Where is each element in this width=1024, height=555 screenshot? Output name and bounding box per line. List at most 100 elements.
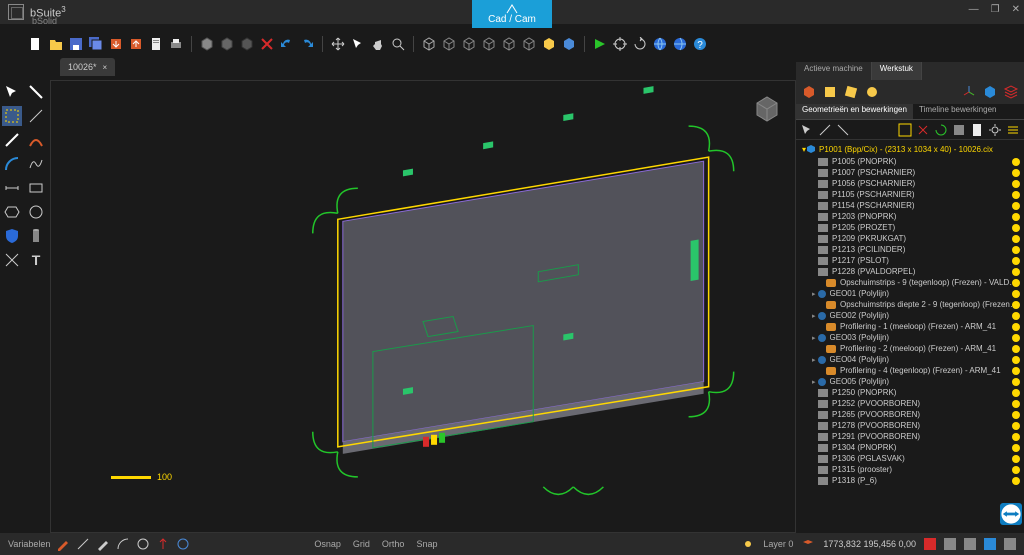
- text-tool-icon[interactable]: T: [26, 250, 46, 270]
- edge-tool-icon[interactable]: [26, 82, 46, 102]
- panel-tool2-icon[interactable]: [842, 83, 860, 101]
- sb-sq5-icon[interactable]: [1004, 538, 1016, 550]
- sb-up-icon[interactable]: [156, 537, 170, 551]
- visibility-bulb-icon[interactable]: [1012, 235, 1020, 243]
- panel-cube-icon[interactable]: [800, 83, 818, 101]
- sb-pen-icon[interactable]: [96, 537, 110, 551]
- view-cube-icon[interactable]: [751, 93, 783, 125]
- panel-axes-icon[interactable]: [960, 83, 978, 101]
- tab-close-icon[interactable]: ×: [103, 63, 108, 72]
- wireframe6-icon[interactable]: [521, 36, 537, 52]
- visibility-bulb-icon[interactable]: [1012, 257, 1020, 265]
- tree-item[interactable]: P1154 (PSCHARNIER): [798, 200, 1022, 211]
- visibility-bulb-icon[interactable]: [1012, 202, 1020, 210]
- op-menu-icon[interactable]: [1006, 123, 1020, 137]
- visibility-bulb-icon[interactable]: [1012, 213, 1020, 221]
- curve-tool-icon[interactable]: [26, 130, 46, 150]
- measure-tool-icon[interactable]: [2, 178, 22, 198]
- sb-circle-icon[interactable]: [136, 537, 150, 551]
- op-gear-icon[interactable]: [988, 123, 1002, 137]
- tree-item[interactable]: P1205 (PROZET): [798, 222, 1022, 233]
- layer-label[interactable]: Layer 0: [763, 539, 793, 549]
- tree-item[interactable]: P1304 (PNOPRK): [798, 442, 1022, 453]
- undo-icon[interactable]: [279, 36, 295, 52]
- document-icon[interactable]: [148, 36, 164, 52]
- select-icon[interactable]: [350, 36, 366, 52]
- minimize-button[interactable]: —: [969, 4, 979, 15]
- tree-item[interactable]: P1203 (PNOPRK): [798, 211, 1022, 222]
- tree-item[interactable]: P1209 (PKRUKGAT): [798, 233, 1022, 244]
- tree-item[interactable]: Opschuimstrips - 9 (tegenloop) (Frezen) …: [798, 277, 1022, 288]
- tree-item[interactable]: Profilering - 2 (meeloop) (Frezen) - ARM…: [798, 343, 1022, 354]
- print-icon[interactable]: [168, 36, 184, 52]
- visibility-bulb-icon[interactable]: [1012, 466, 1020, 474]
- sb-pencil-icon[interactable]: [56, 537, 70, 551]
- op-box-icon[interactable]: [952, 123, 966, 137]
- wireframe2-icon[interactable]: [441, 36, 457, 52]
- op-check-icon[interactable]: [898, 123, 912, 137]
- delete-icon[interactable]: [259, 36, 275, 52]
- tree-item[interactable]: GEO02 (Polylijn): [798, 310, 1022, 321]
- visibility-bulb-icon[interactable]: [1012, 411, 1020, 419]
- sb-layers-icon[interactable]: [801, 537, 815, 551]
- tree-root-node[interactable]: P1001 (Bpp/Cix) - (2313 x 1034 x 40) - 1…: [798, 142, 1022, 156]
- visibility-bulb-icon[interactable]: [1012, 290, 1020, 298]
- maximize-button[interactable]: ❐: [991, 4, 1000, 15]
- visibility-bulb-icon[interactable]: [1012, 312, 1020, 320]
- osnap-toggle[interactable]: Osnap: [310, 539, 345, 549]
- tree-item[interactable]: P1228 (PVALDORPEL): [798, 266, 1022, 277]
- visibility-bulb-icon[interactable]: [1012, 400, 1020, 408]
- selection-tool-icon[interactable]: [2, 106, 22, 126]
- tree-item[interactable]: P1252 (PVOORBOREN): [798, 398, 1022, 409]
- shield-tool-icon[interactable]: [2, 226, 22, 246]
- visibility-bulb-icon[interactable]: [1012, 367, 1020, 375]
- tree-item[interactable]: P1005 (PNOPRK): [798, 156, 1022, 167]
- spline-tool-icon[interactable]: [26, 154, 46, 174]
- tree-item[interactable]: P1007 (PSCHARNIER): [798, 167, 1022, 178]
- document-tab[interactable]: 10026* ×: [60, 58, 115, 76]
- op-doc-icon[interactable]: [970, 123, 984, 137]
- visibility-bulb-icon[interactable]: [1012, 180, 1020, 188]
- column-tool-icon[interactable]: [26, 226, 46, 246]
- visibility-bulb-icon[interactable]: [1012, 378, 1020, 386]
- panel-tool3-icon[interactable]: [863, 83, 881, 101]
- tree-item[interactable]: P1315 (prooster): [798, 464, 1022, 475]
- subtab-timeline[interactable]: Timeline bewerkingen: [913, 104, 1003, 119]
- sb-sq4-icon[interactable]: [984, 538, 996, 550]
- pointer-tool-icon[interactable]: [2, 82, 22, 102]
- teamviewer-icon[interactable]: [1000, 503, 1022, 525]
- pan-icon[interactable]: [370, 36, 386, 52]
- visibility-bulb-icon[interactable]: [1012, 334, 1020, 342]
- panel-tool1-icon[interactable]: [821, 83, 839, 101]
- op-cursor-icon[interactable]: [800, 123, 814, 137]
- panel-layers-icon[interactable]: [1002, 83, 1020, 101]
- visibility-bulb-icon[interactable]: [1012, 422, 1020, 430]
- cube3-icon[interactable]: [239, 36, 255, 52]
- tree-item[interactable]: P1250 (PNOPRK): [798, 387, 1022, 398]
- help-icon[interactable]: ?: [692, 36, 708, 52]
- tree-item[interactable]: Opschuimstrips diepte 2 - 9 (tegenloop) …: [798, 299, 1022, 310]
- save-icon[interactable]: [68, 36, 84, 52]
- diagonal-tool-icon[interactable]: [26, 106, 46, 126]
- visibility-bulb-icon[interactable]: [1012, 169, 1020, 177]
- tree-item[interactable]: P1265 (PVOORBOREN): [798, 409, 1022, 420]
- globe2-icon[interactable]: [672, 36, 688, 52]
- visibility-bulb-icon[interactable]: [1012, 191, 1020, 199]
- sb-sun-icon[interactable]: [741, 537, 755, 551]
- tree-item[interactable]: GEO05 (Polylijn): [798, 376, 1022, 387]
- sb-sq2-icon[interactable]: [944, 538, 956, 550]
- visibility-bulb-icon[interactable]: [1012, 455, 1020, 463]
- simulate-icon[interactable]: [592, 36, 608, 52]
- 3d-viewport[interactable]: 100: [50, 80, 796, 533]
- tab-workpiece[interactable]: Werkstuk: [872, 62, 922, 80]
- sb-arc-icon[interactable]: [116, 537, 130, 551]
- visibility-bulb-icon[interactable]: [1012, 158, 1020, 166]
- circle-tool-icon[interactable]: [26, 202, 46, 222]
- visibility-bulb-icon[interactable]: [1012, 477, 1020, 485]
- subtab-geometries[interactable]: Geometrieën en bewerkingen: [796, 104, 913, 119]
- tree-item[interactable]: P1217 (PSLOT): [798, 255, 1022, 266]
- wireframe5-icon[interactable]: [501, 36, 517, 52]
- op-edge-icon[interactable]: [836, 123, 850, 137]
- cube2-icon[interactable]: [219, 36, 235, 52]
- tree-item[interactable]: GEO03 (Polylijn): [798, 332, 1022, 343]
